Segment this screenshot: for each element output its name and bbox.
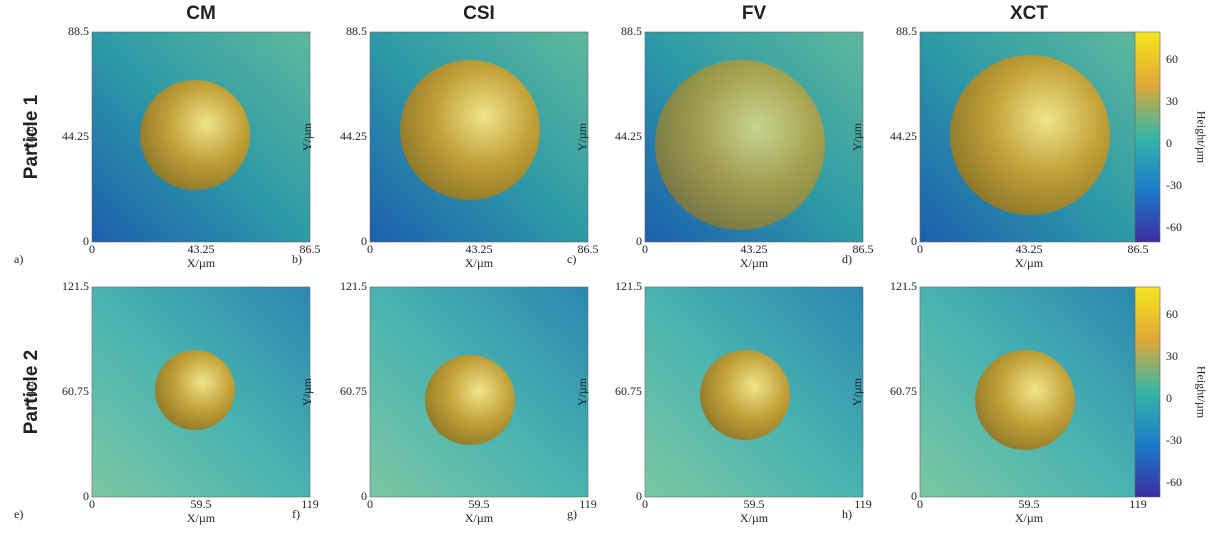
x-tick-label: 119 xyxy=(854,497,872,511)
x-axis-label: X/µm xyxy=(740,511,769,525)
particle xyxy=(425,355,515,445)
y-tick-label: 0 xyxy=(911,489,917,503)
x-axis-label: X/µm xyxy=(1015,256,1044,270)
x-tick-label: 86.5 xyxy=(1128,242,1149,256)
colorbar-tick-label: -30 xyxy=(1166,433,1182,447)
y-tick-label: 60.75 xyxy=(890,384,917,398)
y-tick-label: 44.25 xyxy=(62,129,89,143)
y-tick-label: 0 xyxy=(361,234,367,248)
y-tick-label: 0 xyxy=(83,489,89,503)
x-tick-label: 0 xyxy=(917,242,923,256)
column-title: CSI xyxy=(463,3,495,24)
colorbar xyxy=(1135,32,1160,242)
x-tick-label: 0 xyxy=(642,242,648,256)
colorbar-label: Height/µm xyxy=(1194,366,1208,419)
particle xyxy=(140,80,250,190)
y-tick-label: 88.5 xyxy=(621,24,642,38)
panel-letter: a) xyxy=(14,252,23,266)
y-tick-label: 121.5 xyxy=(890,279,917,293)
y-tick-label: 0 xyxy=(83,234,89,248)
x-tick-label: 119 xyxy=(301,497,319,511)
x-tick-label: 86.5 xyxy=(578,242,599,256)
x-tick-label: 0 xyxy=(642,497,648,511)
y-tick-label: 60.75 xyxy=(340,384,367,398)
x-tick-label: 59.5 xyxy=(469,497,490,511)
x-tick-label: 59.5 xyxy=(744,497,765,511)
column-title: XCT xyxy=(1010,3,1048,24)
y-tick-label: 121.5 xyxy=(615,279,642,293)
y-tick-label: 44.25 xyxy=(615,129,642,143)
x-tick-label: 0 xyxy=(367,242,373,256)
particle xyxy=(655,60,825,230)
y-axis-label: Y/µm xyxy=(575,377,589,406)
particle xyxy=(155,350,235,430)
x-tick-label: 0 xyxy=(917,497,923,511)
y-tick-label: 0 xyxy=(911,234,917,248)
colorbar-tick-label: 60 xyxy=(1166,307,1178,321)
y-tick-label: 121.5 xyxy=(62,279,89,293)
colorbar-tick-label: -60 xyxy=(1166,220,1182,234)
colorbar-label: Height/µm xyxy=(1194,111,1208,164)
column-title: CM xyxy=(186,3,216,24)
x-tick-label: 0 xyxy=(89,497,95,511)
particle xyxy=(400,60,540,200)
x-tick-label: 86.5 xyxy=(853,242,874,256)
x-tick-label: 86.5 xyxy=(300,242,321,256)
panel-letter: f) xyxy=(292,507,300,521)
y-tick-label: 88.5 xyxy=(346,24,367,38)
y-tick-label: 0 xyxy=(636,489,642,503)
y-tick-label: 44.25 xyxy=(340,129,367,143)
y-axis-label: Y/µm xyxy=(300,122,314,151)
particle xyxy=(950,55,1110,215)
x-axis-label: X/µm xyxy=(465,256,494,270)
y-axis-label: Y/µm xyxy=(22,122,36,151)
y-tick-label: 88.5 xyxy=(68,24,89,38)
colorbar-tick-label: 30 xyxy=(1166,349,1178,363)
x-tick-label: 0 xyxy=(367,497,373,511)
y-tick-label: 60.75 xyxy=(615,384,642,398)
panel-letter: g) xyxy=(567,507,577,521)
colorbar-tick-label: 60 xyxy=(1166,52,1178,66)
x-axis-label: X/µm xyxy=(187,256,216,270)
colorbar-tick-label: -30 xyxy=(1166,178,1182,192)
y-axis-label: Y/µm xyxy=(575,122,589,151)
x-tick-label: 43.25 xyxy=(1016,242,1043,256)
x-tick-label: 0 xyxy=(89,242,95,256)
colorbar-tick-label: 30 xyxy=(1166,94,1178,108)
x-tick-label: 119 xyxy=(579,497,597,511)
x-axis-label: X/µm xyxy=(465,511,494,525)
panel-letter: b) xyxy=(292,252,302,266)
y-axis-label: Y/µm xyxy=(850,377,864,406)
y-axis-label: Y/µm xyxy=(300,377,314,406)
column-title: FV xyxy=(742,3,767,24)
x-tick-label: 59.5 xyxy=(191,497,212,511)
x-tick-label: 43.25 xyxy=(741,242,768,256)
particle xyxy=(975,350,1075,450)
y-axis-label: Y/µm xyxy=(850,122,864,151)
y-tick-label: 0 xyxy=(636,234,642,248)
x-axis-label: X/µm xyxy=(1015,511,1044,525)
y-tick-label: 60.75 xyxy=(62,384,89,398)
x-tick-label: 59.5 xyxy=(1019,497,1040,511)
colorbar xyxy=(1135,287,1160,497)
x-tick-label: 43.25 xyxy=(188,242,215,256)
y-tick-label: 44.25 xyxy=(890,129,917,143)
figure: CMCSIFVXCTParticle 1043.2586.5044.2588.5… xyxy=(0,0,1210,536)
panel-letter: c) xyxy=(567,252,576,266)
y-tick-label: 88.5 xyxy=(896,24,917,38)
colorbar-tick-label: 0 xyxy=(1166,391,1172,405)
colorbar-tick-label: -60 xyxy=(1166,475,1182,489)
y-tick-label: 121.5 xyxy=(340,279,367,293)
panel-letter: e) xyxy=(14,507,23,521)
panel-letter: d) xyxy=(842,252,852,266)
panel-letter: h) xyxy=(842,507,852,521)
x-axis-label: X/µm xyxy=(740,256,769,270)
x-axis-label: X/µm xyxy=(187,511,216,525)
colorbar-tick-label: 0 xyxy=(1166,136,1172,150)
x-tick-label: 119 xyxy=(1129,497,1147,511)
particle xyxy=(700,350,790,440)
y-axis-label: Y/µm xyxy=(22,377,36,406)
y-tick-label: 0 xyxy=(361,489,367,503)
x-tick-label: 43.25 xyxy=(466,242,493,256)
